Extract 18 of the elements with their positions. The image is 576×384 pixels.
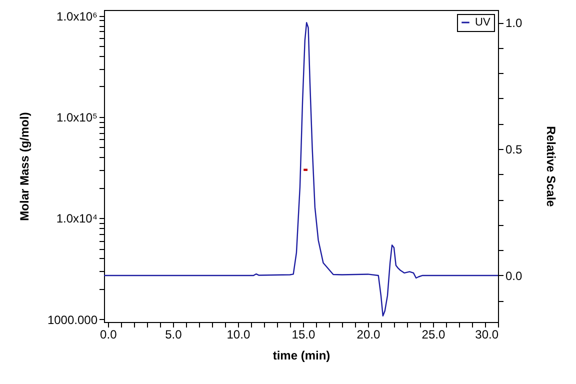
y-tick-label: 1.0x10⁴ (56, 212, 98, 226)
x-tick-label: 25.0 (422, 328, 446, 342)
y-tick-label: 1.0x10⁶ (56, 9, 98, 24)
y2-tick-label: 0.5 (506, 142, 523, 157)
x-tick-label: 15.0 (292, 328, 316, 342)
y-axis-title: Molar Mass (g/mol) (17, 112, 32, 221)
y-tick-label: 1000.000 (47, 312, 98, 327)
y2-tick-label: 1.0 (506, 16, 523, 30)
legend-label: UV (475, 16, 491, 28)
y2-axis-title: Relative Scale (544, 126, 558, 208)
y2-tick-label: 0.0 (506, 268, 523, 283)
x-tick-label: 10.0 (226, 328, 250, 342)
x-tick-label: 5.0 (165, 328, 182, 342)
x-axis-title: time (min) (272, 348, 330, 362)
x-tick-label: 0.0 (100, 328, 118, 342)
x-tick-label: 30.0 (475, 328, 499, 342)
y-tick-label: 1.0x10⁵ (56, 110, 98, 124)
x-tick-label: 20.0 (356, 328, 380, 342)
